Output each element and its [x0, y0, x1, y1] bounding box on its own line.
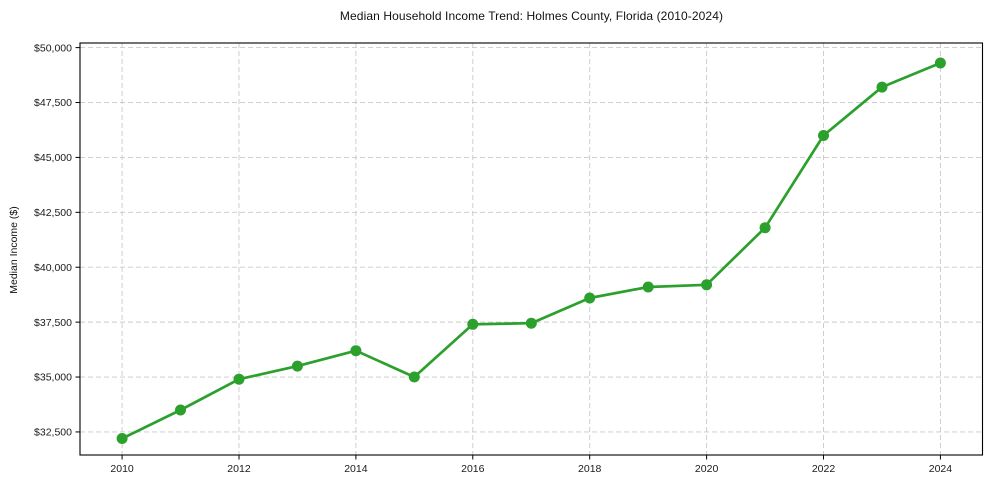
data-point-2015 — [408, 371, 420, 383]
y-tick-label: $35,000 — [34, 372, 72, 384]
y-tick-label: $45,000 — [34, 152, 72, 164]
data-point-2010 — [116, 433, 128, 444]
y-tick-label: $42,500 — [34, 207, 72, 219]
data-point-2021 — [759, 222, 771, 234]
data-point-2023 — [876, 81, 888, 93]
x-tick-label: 2012 — [227, 463, 251, 475]
data-point-2019 — [642, 281, 654, 293]
plot-border — [79, 42, 984, 456]
chart-title: Median Household Income Trend: Holmes Co… — [339, 9, 724, 23]
x-tick-label: 2018 — [578, 463, 602, 475]
x-tick-label: 2020 — [695, 463, 719, 475]
data-point-2020 — [701, 279, 713, 291]
data-point-2013 — [291, 360, 303, 372]
data-point-2012 — [233, 373, 245, 385]
trend-line — [120, 61, 942, 440]
x-tick-label: 2016 — [461, 463, 485, 475]
data-point-2024 — [934, 57, 946, 69]
data-point-2017 — [525, 317, 537, 329]
x-tick-label: 2010 — [110, 463, 134, 475]
data-point-2018 — [584, 292, 596, 304]
x-tick-label: 2022 — [812, 463, 836, 475]
y-tick-label: $50,000 — [34, 42, 72, 54]
data-point-2014 — [350, 345, 362, 357]
x-tick-label: 2024 — [929, 463, 953, 475]
y-tick-label: $40,000 — [34, 262, 72, 274]
y-tick-label: $47,500 — [34, 97, 72, 109]
y-tick-label: $37,500 — [34, 317, 72, 329]
x-tick-label: 2014 — [344, 463, 368, 475]
y-tick-label: $32,500 — [34, 427, 72, 439]
data-point-2011 — [175, 404, 186, 416]
data-point-2022 — [818, 130, 829, 141]
data-point-2016 — [467, 318, 479, 330]
